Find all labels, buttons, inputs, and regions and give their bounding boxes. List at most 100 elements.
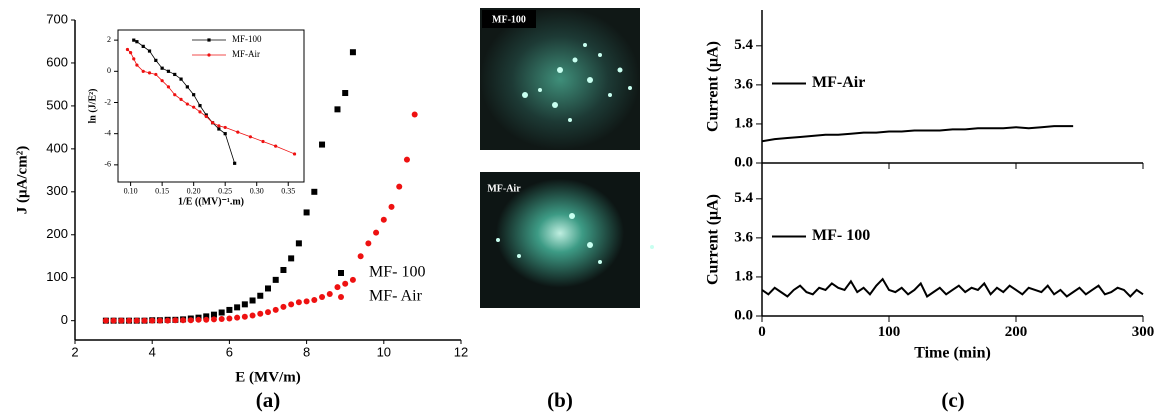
- marker: [129, 51, 133, 55]
- marker: [118, 317, 125, 324]
- marker: [160, 79, 164, 83]
- marker: [274, 144, 278, 148]
- x-tick-label: 10: [377, 345, 391, 360]
- marker: [147, 49, 152, 53]
- marker: [141, 69, 145, 73]
- legend-label: MF- Air: [369, 288, 423, 305]
- marker: [198, 110, 202, 114]
- y-tick-label: -2: [104, 97, 111, 106]
- x-tick-label: 0: [758, 324, 766, 340]
- marker: [396, 183, 403, 190]
- marker: [342, 280, 349, 287]
- x-tick-label: 8: [303, 345, 310, 360]
- marker: [203, 313, 210, 320]
- marker: [210, 316, 217, 323]
- x-tick-label: 2: [71, 345, 78, 360]
- marker: [133, 317, 140, 324]
- marker: [380, 216, 387, 223]
- marker: [249, 297, 256, 304]
- marker: [125, 47, 130, 52]
- y-tick-label: 1.8: [734, 115, 753, 131]
- marker: [217, 127, 221, 131]
- marker: [257, 310, 264, 317]
- marker: [173, 72, 177, 77]
- x-tick-label: 4: [149, 345, 156, 360]
- y-tick-label: 100: [46, 269, 68, 284]
- marker: [218, 315, 225, 322]
- marker: [319, 141, 326, 148]
- marker: [295, 299, 302, 306]
- marker: [288, 301, 295, 308]
- marker: [334, 284, 341, 291]
- x-tick-label: 12: [454, 345, 468, 360]
- y-tick-label: 5.4: [734, 190, 753, 206]
- marker: [280, 266, 287, 273]
- y-tick-label: 5.4: [734, 37, 753, 53]
- marker: [280, 303, 287, 310]
- marker: [126, 317, 133, 324]
- marker: [135, 63, 139, 67]
- image-panel: MF-100 MF-Air: [480, 8, 654, 308]
- chart: 0 100 200 300 0.0 1.8 3.6 5.4 Time (min) Current …: [705, 163, 1155, 362]
- marker: [203, 316, 210, 323]
- marker: [265, 285, 271, 292]
- marker: [295, 240, 302, 247]
- marker: [180, 317, 187, 324]
- image: [480, 8, 640, 150]
- chart: 0.10 0.15 0.20 0.25 0.30 0.35 -6 -4 -2 0 2 1/E ((MV…: [87, 29, 305, 207]
- marker: [154, 58, 158, 62]
- y-axis-title: Current (μA): [705, 41, 722, 132]
- marker: [141, 44, 145, 48]
- marker: [173, 93, 177, 97]
- y-tick-label: 3.6: [734, 76, 753, 92]
- x-tick-label: 0.15: [155, 186, 169, 195]
- marker: [110, 317, 117, 324]
- y-axis-title: ln (J/E²): [87, 89, 98, 124]
- legend-marker: [338, 294, 344, 300]
- legend-label: MF-Air: [232, 49, 260, 59]
- marker: [141, 317, 148, 324]
- marker: [179, 97, 183, 101]
- marker: [185, 102, 189, 106]
- x-tick-label: 300: [1132, 324, 1155, 340]
- marker: [403, 156, 410, 163]
- x-axis-title: Time (min): [914, 345, 991, 362]
- marker: [210, 121, 215, 125]
- marker: [210, 311, 217, 318]
- y-tick-label: 600: [46, 54, 68, 69]
- marker: [135, 40, 139, 44]
- marker: [195, 316, 202, 323]
- marker: [154, 72, 158, 77]
- marker: [166, 85, 171, 89]
- x-tick-label: 6: [226, 345, 233, 360]
- y-tick-label: 2: [107, 35, 111, 44]
- marker: [192, 105, 196, 109]
- marker: [234, 314, 241, 321]
- series-line: [761, 277, 1144, 298]
- marker: [292, 152, 297, 156]
- marker: [218, 309, 225, 316]
- x-tick-label: 0.30: [250, 186, 264, 195]
- legend-label: MF-100: [232, 34, 262, 44]
- marker: [311, 297, 318, 304]
- marker: [272, 306, 279, 313]
- y-axis-title: J (μA/cm²): [14, 146, 30, 214]
- marker: [365, 240, 372, 247]
- marker: [303, 298, 310, 305]
- marker: [236, 130, 240, 134]
- marker: [204, 114, 208, 119]
- marker: [223, 132, 227, 136]
- marker: [411, 111, 418, 118]
- plot-frame: [117, 29, 305, 183]
- marker: [147, 71, 152, 75]
- glow-spots: [496, 213, 654, 264]
- marker: [132, 57, 136, 61]
- panel-caption: (a): [256, 388, 281, 412]
- y-tick-label: 0: [61, 312, 68, 327]
- marker: [233, 161, 237, 165]
- marker: [172, 317, 179, 324]
- marker: [265, 309, 271, 316]
- image-label: MF-100: [492, 14, 526, 25]
- legend-label: MF-Air: [812, 74, 865, 91]
